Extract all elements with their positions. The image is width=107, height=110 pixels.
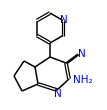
Text: N: N: [54, 89, 62, 99]
Text: N: N: [78, 49, 85, 59]
Text: N: N: [60, 15, 68, 25]
Text: NH₂: NH₂: [73, 75, 93, 85]
